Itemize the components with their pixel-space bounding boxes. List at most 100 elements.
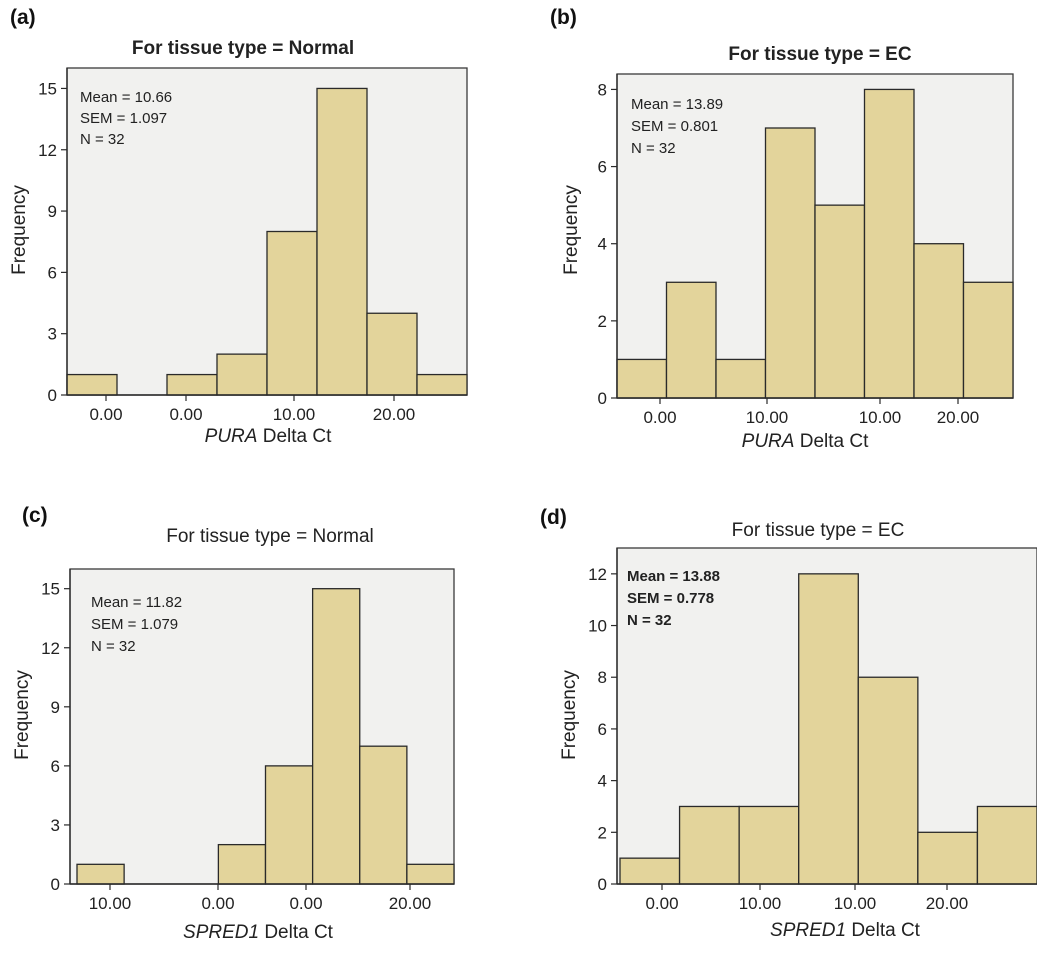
x-tick-label: 10.00 xyxy=(739,894,782,913)
chart-title: For tissue type = Normal xyxy=(166,526,374,547)
y-tick-label: 0 xyxy=(598,389,607,408)
x-tick-label: 10.00 xyxy=(273,405,316,424)
histogram-bar xyxy=(715,358,767,399)
chart-title: For tissue type = EC xyxy=(728,44,911,65)
x-tick-label: 0.00 xyxy=(201,894,234,913)
y-axis-label: Frequency xyxy=(9,185,30,275)
x-tick-label: 20.00 xyxy=(389,894,432,913)
histogram-panel-a: (a) For tissue type = Normal 0 3 6 9 12 15 0.… xyxy=(9,6,468,447)
stat-mean: Mean = 13.88 xyxy=(627,568,720,585)
panel-letter: (a) xyxy=(10,6,36,29)
histogram-bar xyxy=(917,831,979,885)
x-axis-label: SPRED1 Delta Ct xyxy=(183,922,334,943)
stat-n: N = 32 xyxy=(80,131,125,148)
histogram-bar xyxy=(76,863,125,885)
stat-n: N = 32 xyxy=(91,638,136,655)
stat-mean: Mean = 10.66 xyxy=(80,89,172,106)
histogram-bar xyxy=(366,312,418,396)
y-tick-label: 4 xyxy=(598,772,607,791)
histogram-bar xyxy=(738,805,800,885)
chart-title: For tissue type = Normal xyxy=(132,38,354,59)
panel-letter: (b) xyxy=(550,6,577,29)
y-tick-label: 15 xyxy=(38,79,57,98)
y-tick-label: 0 xyxy=(48,386,57,405)
y-tick-label: 0 xyxy=(598,875,607,894)
y-tick-label: 12 xyxy=(41,639,60,658)
x-tick-label: 20.00 xyxy=(926,894,969,913)
x-axis-gene: SPRED1 xyxy=(183,922,259,943)
y-tick-label: 8 xyxy=(598,80,607,99)
histogram-bar xyxy=(264,765,314,885)
y-tick-label: 12 xyxy=(38,141,57,160)
histogram-bar xyxy=(814,204,866,399)
y-tick-label: 2 xyxy=(598,823,607,842)
stat-sem: SEM = 1.079 xyxy=(91,616,178,633)
x-axis-gene: PURA xyxy=(205,426,258,447)
y-axis-label: Frequency xyxy=(561,185,582,275)
histogram-bar xyxy=(66,373,118,396)
x-tick-label: 10.00 xyxy=(746,408,789,427)
y-tick-label: 9 xyxy=(48,202,57,221)
y-tick-label: 10 xyxy=(588,617,607,636)
histogram-bar xyxy=(857,676,919,885)
histogram-panel-b: (b) For tissue type = EC 0 2 4 6 8 0.00 10.00… xyxy=(550,6,1014,452)
histogram-panel-c: (c) For tissue type = Normal 0 3 6 9 12 15 10… xyxy=(12,504,455,943)
stat-n: N = 32 xyxy=(627,612,672,629)
histogram-bar xyxy=(798,573,859,885)
histogram-bar xyxy=(616,358,668,399)
histogram-bar xyxy=(619,857,681,885)
x-axis-gene: PURA xyxy=(742,431,795,452)
histogram-bar xyxy=(665,281,717,399)
y-tick-label: 6 xyxy=(598,720,607,739)
y-tick-label: 9 xyxy=(51,698,60,717)
y-tick-label: 3 xyxy=(48,325,57,344)
stat-n: N = 32 xyxy=(631,140,676,157)
x-tick-label: 0.00 xyxy=(289,894,322,913)
chart-title: For tissue type = EC xyxy=(732,520,905,541)
y-tick-label: 3 xyxy=(51,816,60,835)
x-tick-label: 10.00 xyxy=(89,894,132,913)
histogram-panel-d: (d) For tissue type = EC 0 2 4 6 8 10 12 0.00 1… xyxy=(540,506,1037,941)
histogram-bar xyxy=(216,353,268,396)
stat-sem: SEM = 1.097 xyxy=(80,110,167,127)
x-tick-label: 20.00 xyxy=(937,408,980,427)
stat-sem: SEM = 0.778 xyxy=(627,590,714,607)
y-tick-label: 8 xyxy=(598,668,607,687)
histogram-bar xyxy=(416,373,468,396)
histogram-bar xyxy=(976,805,1037,885)
histogram-bar xyxy=(678,805,740,885)
y-axis-label: Frequency xyxy=(12,670,33,760)
x-tick-label: 20.00 xyxy=(373,405,416,424)
x-tick-label: 10.00 xyxy=(834,894,877,913)
y-tick-label: 2 xyxy=(598,312,607,331)
histogram-bar xyxy=(217,843,267,885)
histogram-bar xyxy=(266,230,318,396)
panel-letter: (d) xyxy=(540,506,567,529)
x-axis-unit: Delta Ct xyxy=(259,922,334,943)
histogram-bar xyxy=(406,863,455,885)
x-tick-label: 0.00 xyxy=(169,405,202,424)
y-tick-label: 12 xyxy=(588,565,607,584)
histogram-bar xyxy=(359,745,408,885)
histogram-bar xyxy=(962,281,1014,399)
histogram-bar xyxy=(764,127,816,399)
x-axis-label: PURA Delta Ct xyxy=(205,426,332,447)
stat-mean: Mean = 11.82 xyxy=(91,594,182,611)
x-tick-label: 0.00 xyxy=(645,894,678,913)
x-axis-label: PURA Delta Ct xyxy=(742,431,869,452)
y-tick-label: 0 xyxy=(51,875,60,894)
y-tick-label: 6 xyxy=(598,158,607,177)
x-axis-gene: SPRED1 xyxy=(770,920,846,941)
y-tick-label: 15 xyxy=(41,580,60,599)
y-tick-label: 4 xyxy=(598,235,607,254)
histogram-bar xyxy=(316,87,368,396)
y-axis-label: Frequency xyxy=(559,670,580,760)
panel-letter: (c) xyxy=(22,504,48,527)
histogram-bar xyxy=(863,88,915,399)
stat-mean: Mean = 13.89 xyxy=(631,96,723,113)
stat-sem: SEM = 0.801 xyxy=(631,118,718,135)
x-axis-label: SPRED1 Delta Ct xyxy=(770,920,921,941)
x-tick-label: 10.00 xyxy=(859,408,902,427)
histogram-bar xyxy=(311,588,361,885)
x-tick-label: 0.00 xyxy=(89,405,122,424)
